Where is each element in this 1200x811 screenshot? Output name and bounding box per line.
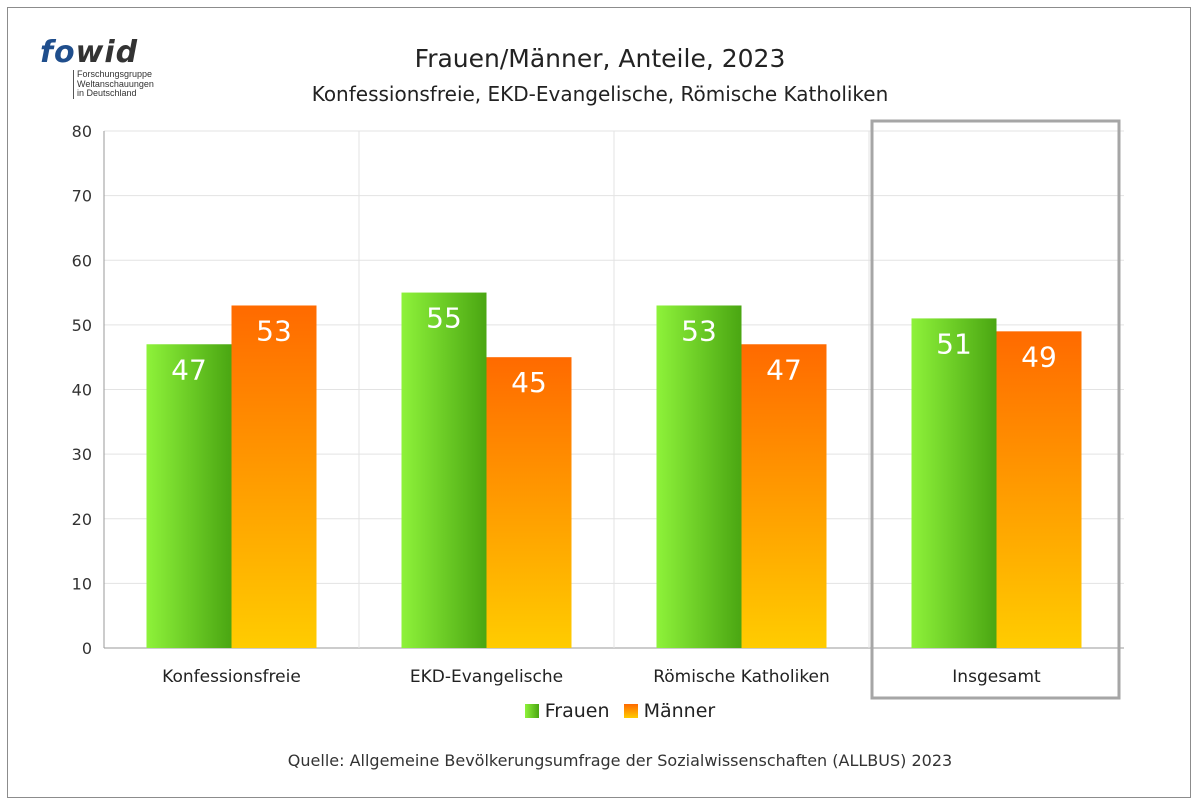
data-label-frauen-0: 47 <box>171 353 207 386</box>
logo-line-1: Forschungsgruppe <box>77 69 153 79</box>
y-tick-label: 70 <box>72 187 92 206</box>
logo-subtext: Forschungsgruppe Weltanschauungen in Deu… <box>73 69 154 99</box>
y-tick-label: 50 <box>72 316 92 335</box>
y-tick-label: 30 <box>72 445 92 464</box>
y-tick-label: 20 <box>72 510 92 529</box>
bar-maenner-0 <box>231 305 317 648</box>
legend-swatch-maenner <box>623 704 638 718</box>
data-label-frauen-3: 51 <box>936 327 972 360</box>
bar-frauen-1 <box>401 292 487 648</box>
y-tick-label: 40 <box>72 381 92 400</box>
bar-frauen-3 <box>911 318 997 648</box>
legend-label-frauen: Frauen <box>544 700 610 722</box>
bar-maenner-3 <box>996 331 1082 648</box>
y-tick-label: 10 <box>72 574 92 593</box>
logo-wid: wid <box>75 35 139 70</box>
bar-maenner-1 <box>486 357 572 648</box>
data-label-maenner-1: 45 <box>511 366 547 399</box>
logo-wordmark: fowid <box>40 38 138 68</box>
bar-maenner-2 <box>741 344 827 648</box>
data-label-maenner-0: 53 <box>256 314 292 347</box>
data-label-maenner-3: 49 <box>1021 340 1057 373</box>
chart-title: Frauen/Männer, Anteile, 2023 <box>414 44 786 73</box>
legend-swatch-frauen <box>524 704 539 718</box>
y-tick-label: 0 <box>82 639 92 658</box>
chart-subtitle: Konfessionsfreie, EKD-Evangelische, Römi… <box>311 82 889 106</box>
legend: Frauen Männer <box>0 700 1200 723</box>
data-label-maenner-2: 47 <box>766 353 802 386</box>
x-tick-label: Insgesamt <box>952 667 1041 687</box>
x-tick-label: EKD-Evangelische <box>410 667 563 687</box>
source-note: Quelle: Allgemeine Bevölkerungsumfrage d… <box>287 751 953 770</box>
logo-line-3: in Deutschland <box>77 88 137 98</box>
logo-line-2: Weltanschauungen <box>77 78 154 89</box>
logo-fo: fo <box>40 35 76 70</box>
y-tick-label: 80 <box>72 122 92 141</box>
legend-item-frauen: Frauen <box>524 700 610 722</box>
bar-frauen-2 <box>656 305 742 648</box>
chart-frame <box>7 7 1191 798</box>
legend-item-maenner: Männer <box>623 700 716 722</box>
data-label-frauen-2: 53 <box>681 314 717 347</box>
fowid-logo: fowid Forschungsgruppe Weltanschauungen … <box>40 38 154 118</box>
x-tick-label: Konfessionsfreie <box>162 667 301 687</box>
legend-label-maenner: Männer <box>643 700 716 722</box>
y-tick-label: 60 <box>72 251 92 270</box>
data-label-frauen-1: 55 <box>426 302 462 335</box>
highlight-box <box>870 119 1121 700</box>
bar-frauen-0 <box>146 344 232 648</box>
x-tick-label: Römische Katholiken <box>653 667 830 687</box>
